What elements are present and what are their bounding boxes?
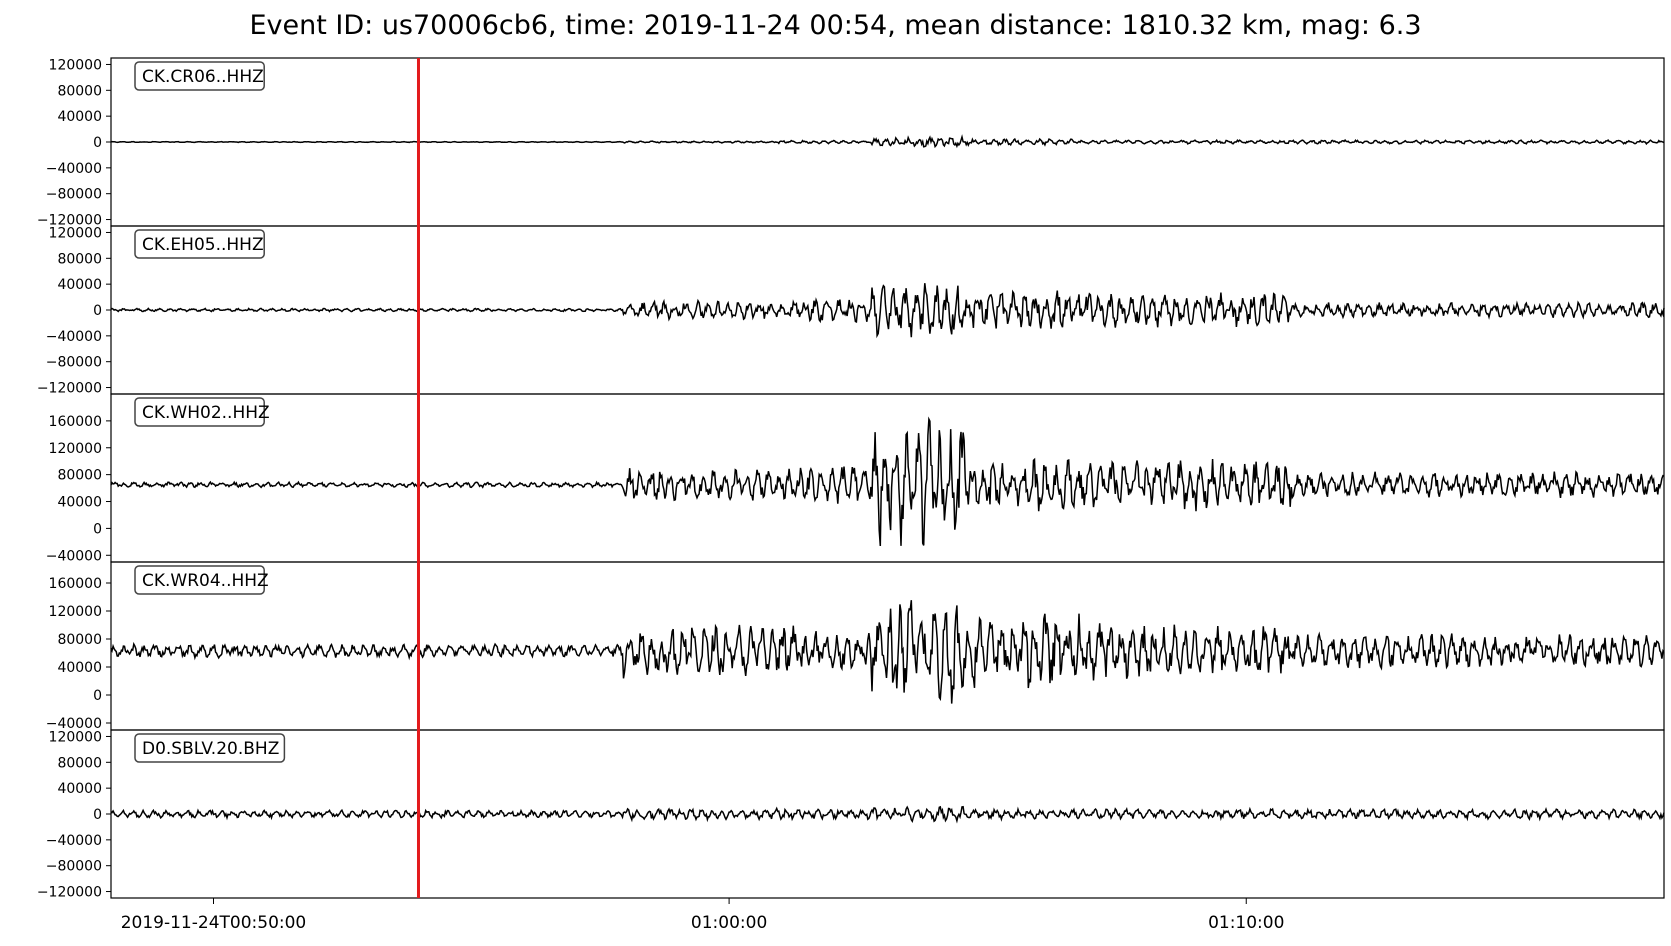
trace-line	[110, 805, 1665, 824]
station-label-box	[134, 397, 265, 427]
y-tick-label: 40000	[57, 660, 102, 676]
x-tick-label: 01:00:00	[691, 913, 767, 933]
trace-line	[110, 600, 1665, 704]
y-tick-label: 120000	[49, 57, 102, 73]
y-tick-label: −120000	[37, 381, 102, 397]
panel-3: 160000 120000 80000 40000 0 −40000 CK.WH02..HH…	[46, 393, 1665, 564]
y-tick-label: 0	[93, 135, 102, 151]
y-tick-label: 80000	[57, 468, 102, 484]
y-tick-label: −80000	[46, 187, 102, 203]
y-tick-label: −40000	[46, 716, 102, 732]
station-label-box	[134, 565, 265, 595]
y-tick-label: 40000	[57, 109, 102, 125]
y-tick-label: 160000	[49, 414, 102, 430]
y-tick-label: 0	[93, 688, 102, 704]
panel-1: 120000 80000 40000 0 −40000 −80000 −120000 CK.C…	[37, 57, 1665, 229]
y-tick-label: 80000	[57, 632, 102, 648]
x-tick-label: 01:10:00	[1208, 913, 1284, 933]
y-tick-label: 0	[93, 807, 102, 823]
station-label: CK.CR06..HHZ	[142, 67, 264, 87]
trace-line	[110, 283, 1665, 339]
station-label-box	[134, 61, 265, 91]
panel-2: 120000 80000 40000 0 −40000 −80000 −120000 CK.E…	[37, 225, 1665, 397]
x-tick-label: 2019-11-24T00:50:00	[121, 913, 307, 933]
y-tick-label: 80000	[57, 755, 102, 771]
y-tick-label: −120000	[37, 885, 102, 901]
y-tick-label: 0	[93, 303, 102, 319]
y-tick-label: −120000	[37, 213, 102, 229]
station-label: D0.SBLV.20.BHZ	[142, 739, 279, 759]
trace-line	[110, 416, 1665, 547]
y-tick-label: −80000	[46, 355, 102, 371]
trace-line	[110, 134, 1665, 149]
y-tick-label: 0	[93, 521, 102, 537]
y-tick-label: 120000	[49, 225, 102, 241]
y-tick-label: 120000	[49, 441, 102, 457]
y-tick-label: −40000	[46, 329, 102, 345]
station-label: CK.WH02..HHZ	[142, 403, 270, 423]
y-tick-label: 160000	[49, 576, 102, 592]
y-tick-label: −80000	[46, 859, 102, 875]
y-tick-label: 40000	[57, 495, 102, 511]
y-tick-label: 120000	[49, 729, 102, 745]
panel-4: 160000 120000 80000 40000 0 −40000 CK.WR04..HH…	[46, 561, 1665, 732]
panel-5: 120000 80000 40000 0 −40000 −80000 −120000 D0.S…	[37, 729, 1665, 901]
y-tick-label: −40000	[46, 833, 102, 849]
station-label-box	[134, 733, 286, 763]
y-tick-label: 40000	[57, 781, 102, 797]
chart-title: Event ID: us70006cb6, time: 2019-11-24 0…	[249, 10, 1422, 41]
station-label-box	[134, 229, 265, 259]
y-tick-label: 40000	[57, 277, 102, 293]
station-label: CK.WR04..HHZ	[142, 571, 269, 591]
y-tick-label: 80000	[57, 251, 102, 267]
y-tick-label: 120000	[49, 604, 102, 620]
y-tick-label: −40000	[46, 161, 102, 177]
y-tick-label: −40000	[46, 548, 102, 564]
station-label: CK.EH05..HHZ	[142, 235, 264, 255]
y-tick-label: 80000	[57, 83, 102, 99]
